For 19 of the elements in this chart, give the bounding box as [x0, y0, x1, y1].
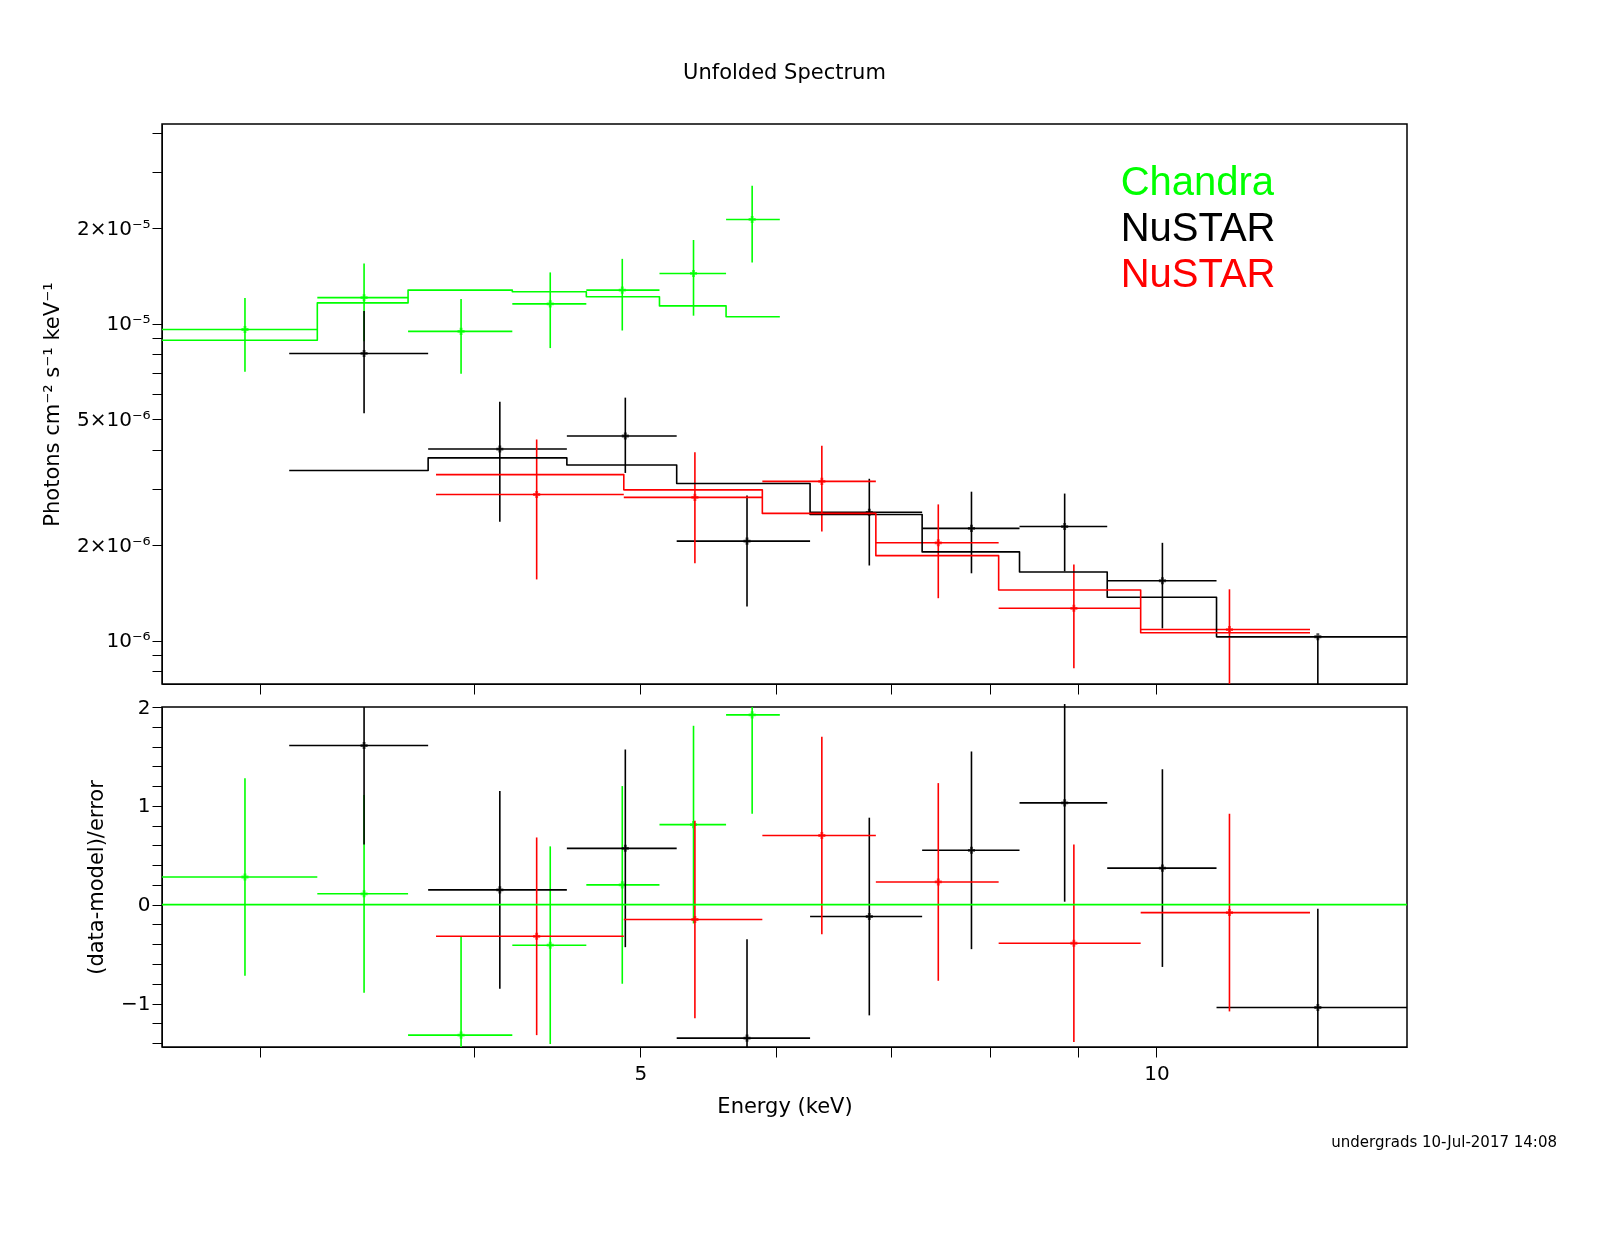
x-axis-title: Energy (keV)	[717, 1093, 853, 1118]
chart-title: Unfolded Spectrum	[683, 59, 886, 84]
y-tick-label: 0	[137, 892, 151, 917]
text: NuSTAR	[1120, 205, 1276, 250]
y-tick-label: 2×10⁻⁶	[76, 532, 151, 557]
y-tick-label: 2	[137, 694, 151, 719]
x-tick-label: 10	[1144, 1060, 1170, 1085]
y-tick-label: 1	[137, 793, 151, 818]
y-axis-title: Photons cm⁻² s⁻¹ keV⁻¹	[39, 282, 64, 527]
x-tick-label: 5	[634, 1060, 648, 1085]
text: Chandra	[1120, 159, 1275, 204]
y-tick-label: 5×10⁻⁶	[76, 406, 151, 431]
text: undergrads 10-Jul-2017 14:08	[1331, 1133, 1557, 1151]
y-tick-label: −1	[121, 991, 151, 1016]
y-tick-label: 10⁻⁶	[106, 628, 151, 653]
y-tick-label: 2×10⁻⁵	[76, 215, 151, 240]
y-axis-title: (data-model)/error	[84, 779, 109, 975]
y-tick-label: 10⁻⁵	[106, 311, 151, 336]
text: NuSTAR	[1120, 251, 1276, 296]
